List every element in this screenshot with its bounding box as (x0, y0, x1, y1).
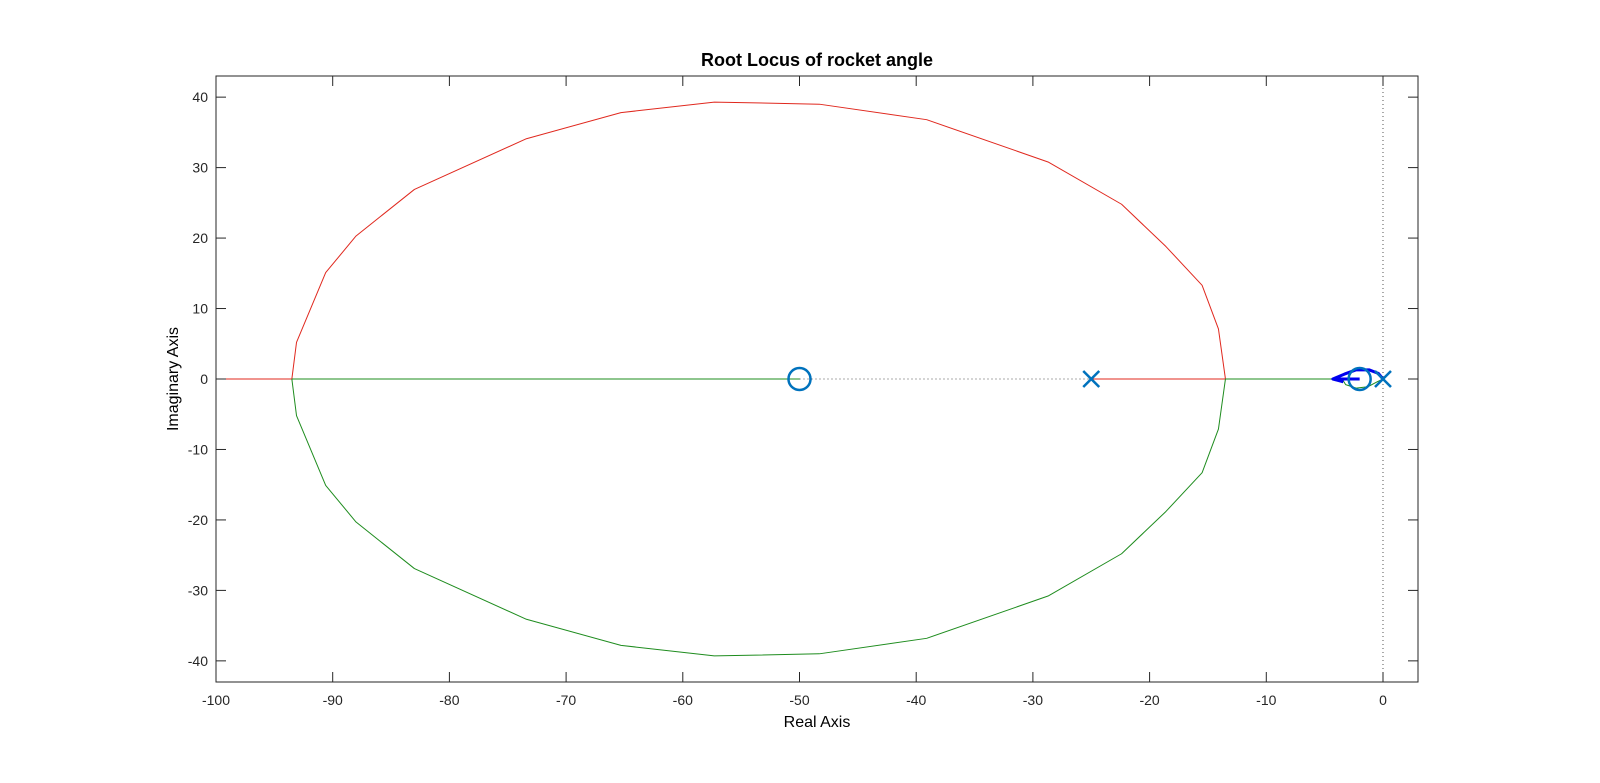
x-tick-label: -10 (1256, 692, 1276, 708)
x-tick-label: -40 (906, 692, 926, 708)
locus-branch-7 (1341, 378, 1384, 389)
y-tick-label: -40 (188, 653, 208, 669)
y-tick-label: 40 (192, 89, 208, 105)
y-axis-label: Imaginary Axis (165, 327, 182, 431)
pole-zero-markers (787, 366, 1392, 392)
chart-title: Root Locus of rocket angle (701, 50, 933, 70)
x-tick-label: -80 (439, 692, 459, 708)
axis-ticks: -100 -90 -80 -70 -60 -50 -40 -30 -20 -10 0-40-30-2… (188, 76, 1418, 708)
x-tick-label: -70 (556, 692, 576, 708)
locus-branch-2 (291, 101, 1226, 380)
y-tick-label: -10 (188, 441, 208, 457)
y-tick-label: 30 (192, 160, 208, 176)
locus-branch-4 (291, 378, 1226, 657)
x-tick-label: -100 (202, 692, 230, 708)
y-tick-label: 0 (200, 371, 208, 387)
x-tick-label: 0 (1379, 692, 1387, 708)
zero-marker-1 (787, 366, 812, 392)
pole-marker-2 (1374, 370, 1392, 388)
x-tick-label: -90 (323, 692, 343, 708)
pole-marker-stroke (1374, 370, 1392, 388)
zero-marker-2 (1347, 366, 1372, 392)
x-tick-label: -60 (673, 692, 693, 708)
y-tick-label: -20 (188, 512, 208, 528)
pole-marker-stroke (1082, 370, 1101, 388)
x-tick-label: -30 (1023, 692, 1043, 708)
pole-marker-1 (1082, 370, 1101, 388)
y-tick-label: -30 (188, 582, 208, 598)
y-tick-label: 20 (192, 230, 208, 246)
x-tick-label: -20 (1139, 692, 1159, 708)
x-axis-label: Real Axis (784, 714, 851, 731)
dotted-reference-lines (799, 76, 1384, 682)
x-tick-label: -50 (789, 692, 809, 708)
y-tick-label: 10 (192, 301, 208, 317)
locus-branches (216, 101, 1385, 657)
